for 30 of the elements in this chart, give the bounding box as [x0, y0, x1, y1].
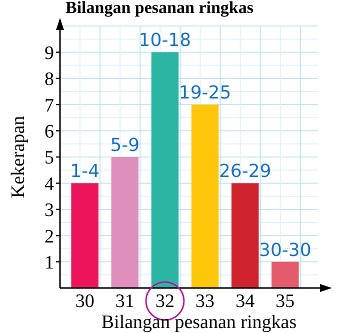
annotation: 30-30	[259, 240, 312, 261]
chart-title: Bilangan pesanan ringkas	[65, 0, 254, 17]
x-tick-label: 30	[75, 291, 94, 312]
bar	[191, 104, 219, 288]
x-tick-label: 31	[115, 291, 134, 312]
x-tick-label: 35	[276, 291, 295, 312]
y-tick-label: 3	[44, 200, 54, 222]
y-tick-label: 6	[44, 121, 54, 142]
y-tick-label: 8	[44, 69, 54, 90]
x-axis-title: Bilangan pesanan ringkas	[101, 312, 297, 333]
y-axis-title: Kekerapan	[8, 115, 29, 198]
bar	[272, 262, 299, 288]
y-tick-label: 4	[44, 174, 54, 195]
x-tick-label: 33	[196, 291, 215, 312]
bar	[231, 183, 259, 288]
annotation: 5-9	[110, 135, 140, 156]
y-tick-label: 7	[44, 95, 54, 116]
annotation: 19-25	[178, 82, 232, 104]
bar	[71, 183, 98, 288]
annotation: 10-18	[138, 30, 192, 52]
bar	[111, 157, 139, 288]
x-tick-label: 34	[236, 291, 256, 312]
y-tick-label: 2	[44, 226, 54, 248]
bar	[151, 52, 179, 288]
y-tick-label: 5	[44, 148, 54, 169]
x-tick-label: 32	[155, 291, 174, 312]
y-tick-label: 1	[44, 252, 54, 274]
annotation: 26-29	[218, 161, 272, 182]
annotation: 1-4	[70, 161, 100, 182]
y-tick-label: 9	[44, 42, 54, 64]
